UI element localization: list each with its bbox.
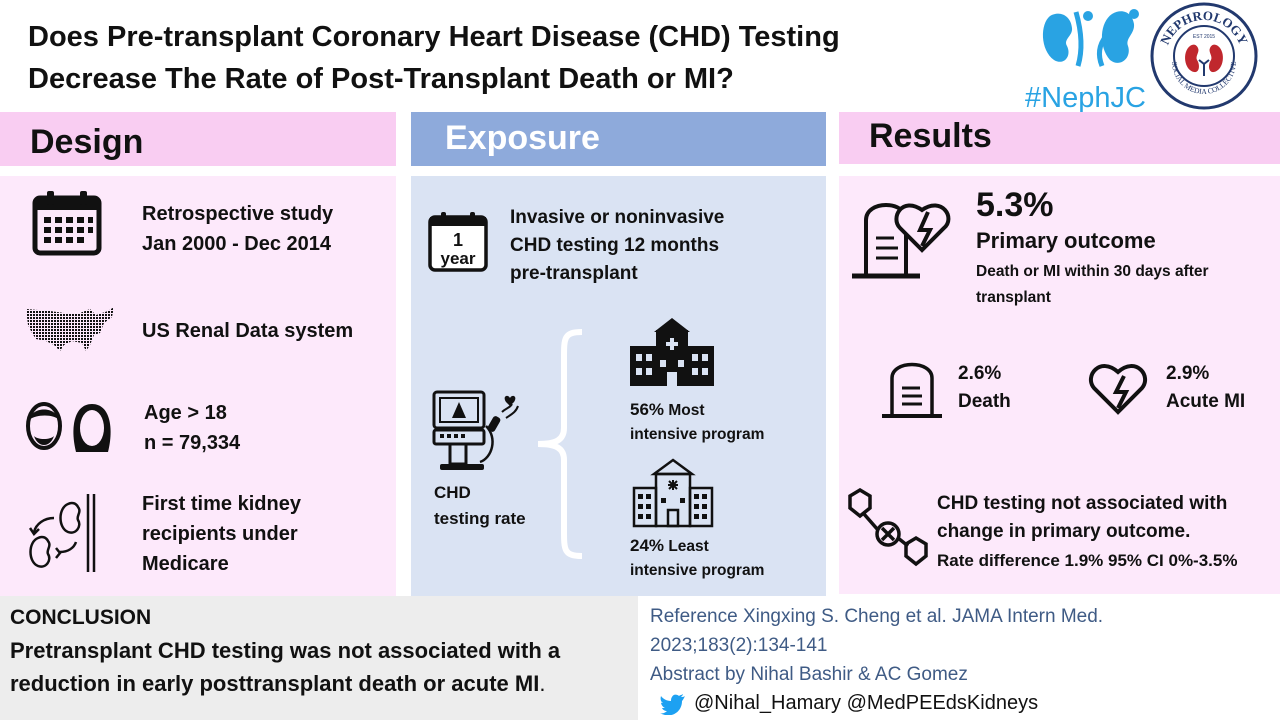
design-source-text: US Renal Data system xyxy=(142,320,354,342)
design-study-text: Retrospective study Jan 2000 - Dec 2014 xyxy=(142,203,334,255)
nephjc-kidney-logo-icon xyxy=(1040,6,1145,68)
exposure-testing-text: Invasive or noninvasive CHD testing 12 m… xyxy=(510,207,725,284)
death-percent: 2.6% xyxy=(958,363,1002,384)
hospital-most-icon xyxy=(628,316,716,388)
primary-outcome-desc: Death or MI within 30 days after transpl… xyxy=(976,263,1209,306)
reference-block: Reference Xingxing S. Cheng et al. JAMA … xyxy=(650,602,1270,689)
conclusion-box xyxy=(0,596,638,720)
people-icon xyxy=(24,398,114,454)
no-association-icon xyxy=(846,488,932,572)
tombstone-heart-icon xyxy=(848,190,960,284)
primary-outcome-label: Primary outcome xyxy=(976,228,1156,253)
calendar-icon xyxy=(32,190,102,256)
twitter-icon xyxy=(660,693,686,715)
reference-line-2: 2023;183(2):134-141 xyxy=(650,635,828,656)
hospital-least-icon xyxy=(632,458,714,528)
twitter-handles: @Nihal_Hamary @MedPEEdsKidneys xyxy=(694,692,1039,714)
conclusion-text: Pretransplant CHD testing was not associ… xyxy=(10,638,561,696)
death-label: Death xyxy=(958,391,1011,412)
calendar-badge-number: 1 xyxy=(453,230,463,250)
seal-year: EST 2015 xyxy=(1193,34,1215,40)
conclusion-heading: CONCLUSION xyxy=(10,606,152,629)
mi-label: Acute MI xyxy=(1166,391,1246,412)
mi-percent: 2.9% xyxy=(1166,363,1210,384)
hashtag: #NephJC xyxy=(1025,82,1146,114)
tombstone-icon xyxy=(880,356,944,420)
most-intensive-text: 56% Most intensive program xyxy=(630,400,765,443)
most-percent: 56% xyxy=(630,400,665,419)
title-line-1: Does Pre-transplant Coronary Heart Disea… xyxy=(28,21,840,53)
least-percent: 24% xyxy=(630,536,665,555)
ultrasound-machine-icon xyxy=(430,388,522,474)
abstract-credit: Abstract by Nihal Bashir & AC Gomez xyxy=(650,664,968,685)
reference-line-1: Reference Xingxing S. Cheng et al. JAMA … xyxy=(650,606,1104,627)
one-year-calendar-icon: 1 year xyxy=(427,211,489,273)
death-result: 2.6% Death xyxy=(958,360,1011,416)
testing-rate-label: CHD testing rate xyxy=(434,483,526,528)
design-recipients-text: First time kidney recipients under Medic… xyxy=(142,493,301,575)
kidney-transplant-icon xyxy=(22,492,102,572)
title-line-2: Decrease The Rate of Post-Transplant Dea… xyxy=(28,63,734,95)
design-population-text: Age > 18 n = 79,334 xyxy=(144,402,241,454)
results-panel xyxy=(839,176,1280,594)
association-text: CHD testing not associated with change i… xyxy=(937,493,1228,542)
page-title: Does Pre-transplant Coronary Heart Disea… xyxy=(28,16,988,100)
design-header: Design xyxy=(0,112,396,166)
broken-heart-icon xyxy=(1086,360,1150,416)
nephrology-seal: NEPHROLOGY SOCIAL MEDIA COLLECTIVE EST 2… xyxy=(1148,2,1260,110)
calendar-badge-unit: year xyxy=(441,249,476,268)
us-map-icon xyxy=(24,305,116,353)
rate-difference: Rate difference 1.9% 95% CI 0%-3.5% xyxy=(937,551,1238,570)
design-panel xyxy=(0,176,396,596)
least-intensive-text: 24% Least intensive program xyxy=(630,536,765,579)
primary-outcome-percent: 5.3% xyxy=(976,186,1054,224)
exposure-header: Exposure xyxy=(411,112,826,166)
results-header: Results xyxy=(839,112,1280,164)
mi-result: 2.9% Acute MI xyxy=(1166,360,1245,416)
curly-brace xyxy=(534,328,586,560)
